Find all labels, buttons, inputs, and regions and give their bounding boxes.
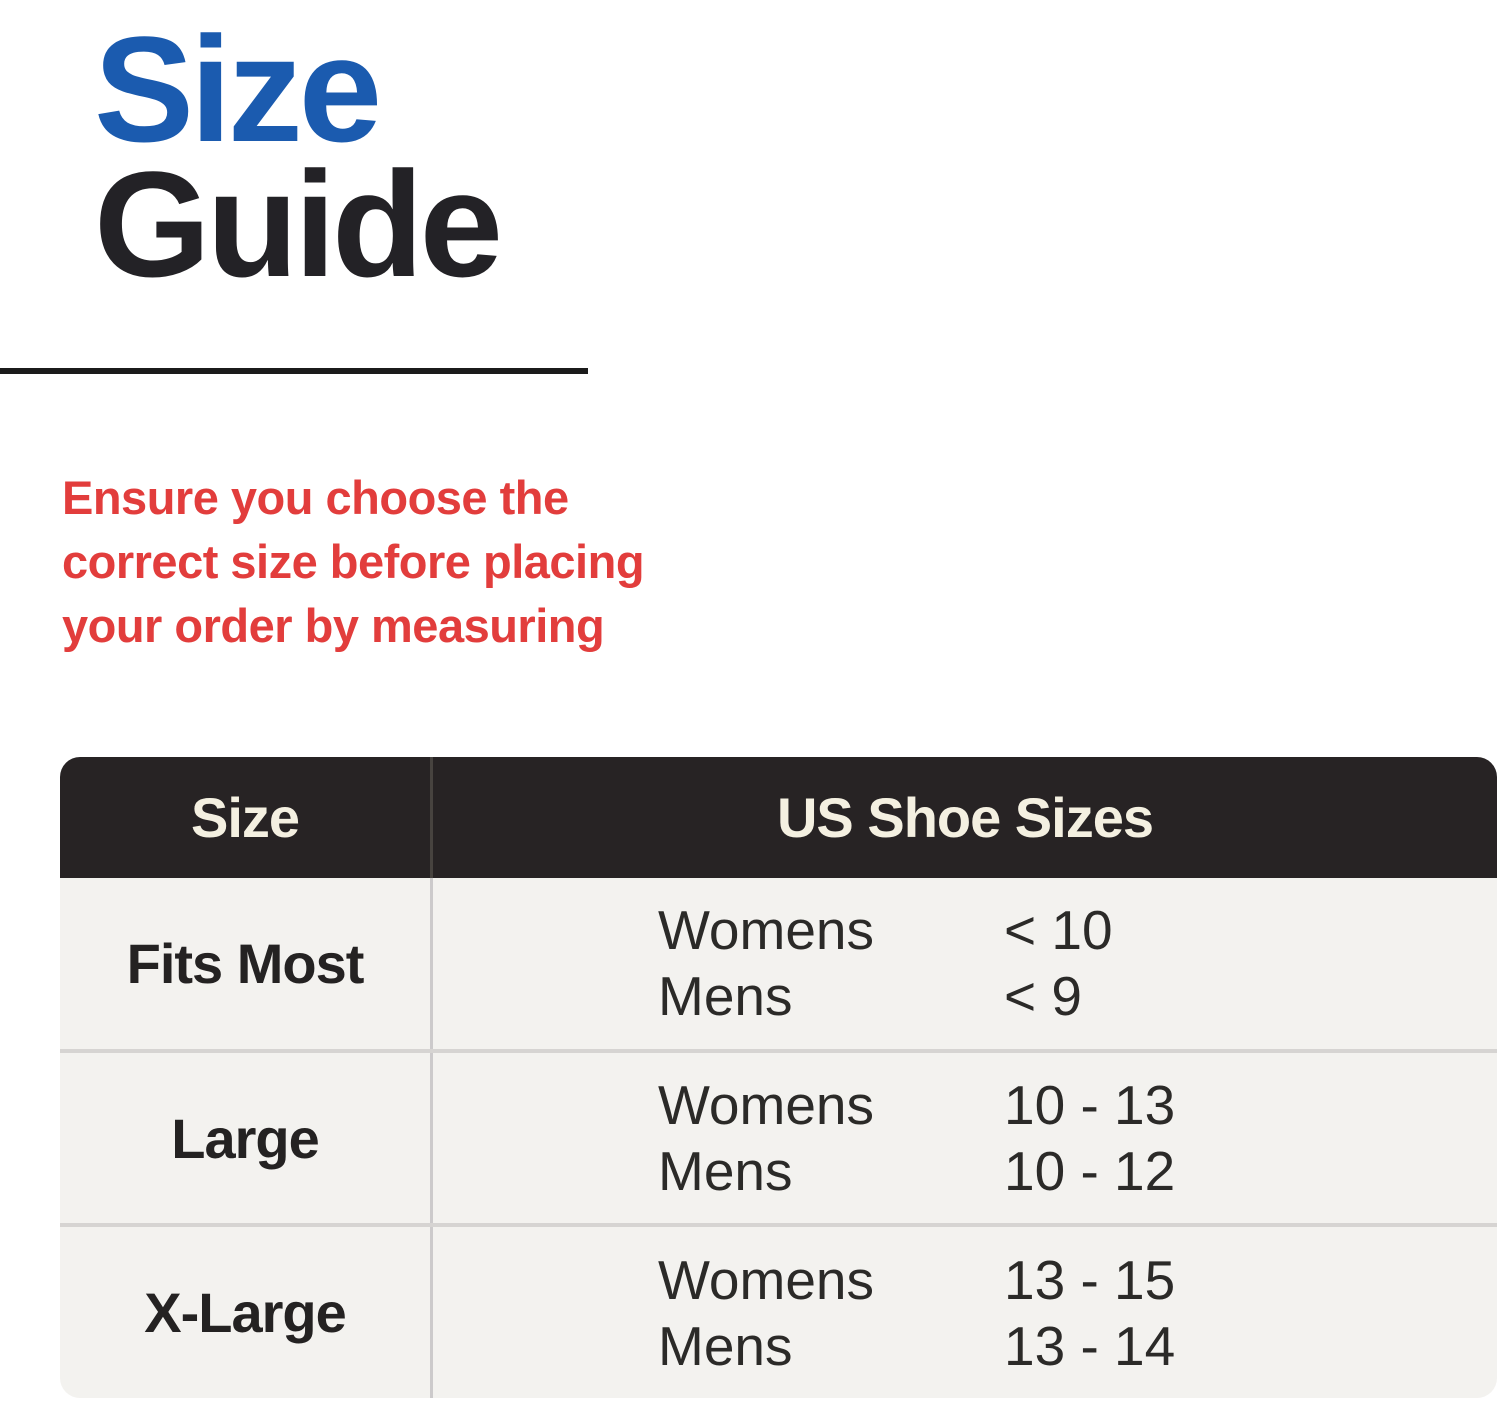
page-title: Size Guide bbox=[94, 14, 503, 299]
intro-warning-text: Ensure you choose the correct size befor… bbox=[62, 466, 645, 658]
entry-womens: Womens 13 - 15 bbox=[658, 1247, 1497, 1313]
intro-line-1: Ensure you choose the bbox=[62, 471, 569, 524]
shoe-sizes-cell: Womens < 10 Mens < 9 bbox=[433, 878, 1497, 1049]
entry-womens: Womens < 10 bbox=[658, 897, 1497, 963]
table-header-row: Size US Shoe Sizes bbox=[60, 757, 1497, 878]
header-cell-us-shoe-sizes: US Shoe Sizes bbox=[776, 786, 1154, 849]
size-cell: Fits Most bbox=[60, 878, 433, 1049]
entry-mens: Mens < 9 bbox=[658, 963, 1497, 1029]
table-row-fits-most: Fits Most Womens < 10 Mens < 9 bbox=[60, 878, 1497, 1049]
entry-label: Womens bbox=[658, 1248, 874, 1311]
size-cell: X-Large bbox=[60, 1227, 433, 1398]
entry-label: Womens bbox=[658, 1074, 874, 1136]
entry-value: 13 - 15 bbox=[1004, 1248, 1176, 1311]
table-row-x-large: X-Large Womens 13 - 15 Mens 13 - 14 bbox=[60, 1223, 1497, 1398]
entry-value: 10 - 13 bbox=[1004, 1074, 1176, 1136]
title-word-guide: Guide bbox=[94, 140, 503, 308]
entry-value: 10 - 12 bbox=[1004, 1140, 1176, 1202]
shoe-sizes-cell: Womens 13 - 15 Mens 13 - 14 bbox=[433, 1227, 1497, 1398]
entry-label: Mens bbox=[658, 965, 793, 1028]
intro-line-2: correct size before placing bbox=[62, 535, 645, 588]
shoe-sizes-cell: Womens 10 - 13 Mens 10 - 12 bbox=[433, 1053, 1497, 1224]
entry-womens: Womens 10 - 13 bbox=[658, 1072, 1497, 1138]
table-row-large: Large Womens 10 - 13 Mens 10 - 12 bbox=[60, 1048, 1497, 1224]
entry-mens: Mens 10 - 12 bbox=[658, 1138, 1497, 1204]
intro-line-3: your order by measuring bbox=[62, 599, 605, 652]
size-cell: Large bbox=[60, 1052, 433, 1224]
title-word-size: Size bbox=[94, 5, 382, 173]
entry-label: Mens bbox=[658, 1314, 793, 1377]
entry-value: < 9 bbox=[1004, 965, 1082, 1028]
entry-mens: Mens 13 - 14 bbox=[658, 1313, 1497, 1379]
entry-label: Womens bbox=[658, 899, 874, 962]
header-cell-size: Size bbox=[60, 757, 433, 878]
divider-line bbox=[0, 368, 588, 374]
entry-value: 13 - 14 bbox=[1004, 1314, 1176, 1377]
entry-label: Mens bbox=[658, 1140, 793, 1202]
size-guide-table: Size US Shoe Sizes Fits Most Womens < 10… bbox=[60, 757, 1497, 1398]
entry-value: < 10 bbox=[1004, 899, 1113, 962]
